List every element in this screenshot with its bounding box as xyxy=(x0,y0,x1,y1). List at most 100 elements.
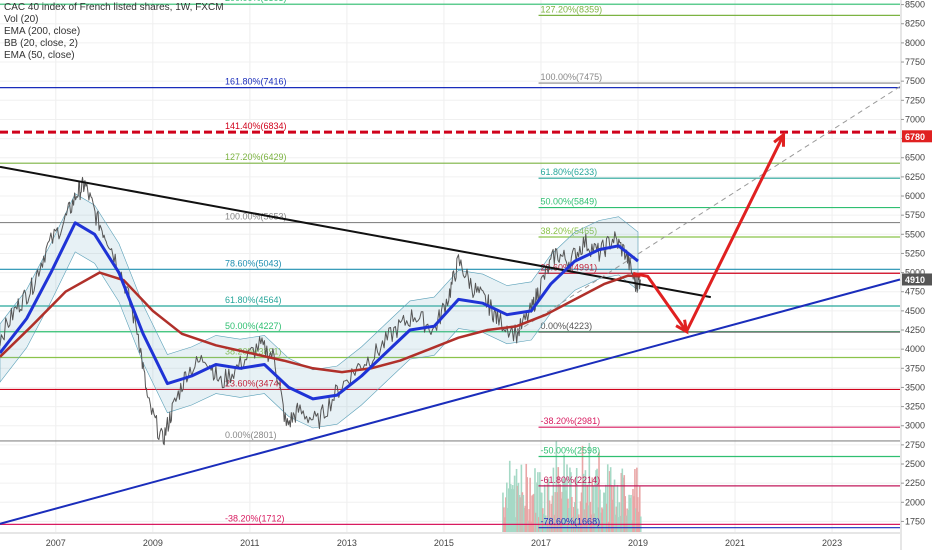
volume-bar xyxy=(605,484,607,532)
volume-bar xyxy=(632,489,634,532)
volume-bar xyxy=(553,514,556,532)
trendline-ascending xyxy=(0,278,901,525)
volume-bar xyxy=(515,468,518,532)
volume-bar xyxy=(521,492,524,532)
volume-bar xyxy=(604,492,606,532)
volume-bar xyxy=(618,502,621,532)
volume-bar xyxy=(583,509,586,532)
fib-level-label: -78.60%(1668) xyxy=(541,517,601,527)
volume-bar xyxy=(567,498,569,532)
volume-bar xyxy=(571,496,573,532)
volume-bar xyxy=(531,495,533,532)
fib-level-label: 0.00%(4223) xyxy=(541,321,593,331)
volume-bar xyxy=(637,497,639,532)
y-tick-label: 7750 xyxy=(905,57,925,67)
volume-bar xyxy=(615,506,618,532)
projection-arrowhead xyxy=(773,131,786,147)
legend-title: CAC 40 index of French listed shares, 1W… xyxy=(4,2,224,13)
y-tick-label: 3000 xyxy=(905,421,925,431)
volume-bar xyxy=(550,503,553,532)
fib-level-label: 38.20%(5465) xyxy=(541,226,598,236)
fib-level-label: 161.80%(7416) xyxy=(225,77,287,87)
volume-bar xyxy=(579,501,582,532)
volume-bar xyxy=(564,481,566,532)
volume-bar xyxy=(566,464,568,532)
volume-bar xyxy=(634,469,636,532)
fib-level-label: -38.20%(1712) xyxy=(225,513,285,523)
volume-bar xyxy=(517,482,520,532)
volume-bar xyxy=(556,492,559,532)
volume-bar xyxy=(520,464,523,532)
x-tick-label: 2009 xyxy=(143,538,163,548)
price-badge-label: 6780 xyxy=(905,132,925,142)
volume-bar xyxy=(576,508,579,532)
y-tick-label: 8250 xyxy=(905,19,925,29)
volume-bar xyxy=(629,498,631,532)
volume-bar xyxy=(516,485,519,532)
volume-bar xyxy=(519,497,522,532)
volume-bar xyxy=(588,442,591,532)
volume-bar xyxy=(602,509,604,532)
x-tick-label: 2021 xyxy=(725,538,745,548)
volume-bar xyxy=(627,509,629,532)
legend-vol: Vol (20) xyxy=(4,14,39,25)
volume-bar xyxy=(559,484,562,532)
volume-bar xyxy=(508,460,511,532)
volume-bar xyxy=(540,492,543,532)
y-tick-label: 6500 xyxy=(905,153,925,163)
volume-bar xyxy=(523,507,526,532)
fib-level-label: 61.80%(6233) xyxy=(541,167,598,177)
y-tick-label: 5750 xyxy=(905,210,925,220)
volume-bar xyxy=(535,512,537,532)
y-tick-label: 4750 xyxy=(905,287,925,297)
volume-bar xyxy=(562,478,564,532)
fib-level-label: 23.60%(3474) xyxy=(225,378,282,388)
y-tick-label: 4250 xyxy=(905,325,925,335)
y-tick-label: 3750 xyxy=(905,363,925,373)
volume-bar xyxy=(601,507,603,532)
fib-level-label: -61.80%(2214) xyxy=(541,475,601,485)
volume-bar xyxy=(623,475,626,532)
fib-level-label: 0.00%(2801) xyxy=(225,430,277,440)
volume-bar xyxy=(548,500,551,532)
y-tick-label: 3500 xyxy=(905,382,925,392)
volume-bar xyxy=(606,464,609,532)
volume-bar xyxy=(593,513,595,532)
fib-level-label: -50.00%(2598) xyxy=(541,446,601,456)
volume-bar xyxy=(507,507,509,532)
volume-bar xyxy=(503,507,505,532)
volume-bar xyxy=(581,445,584,532)
volume-bar xyxy=(540,492,542,532)
volume-bar xyxy=(613,479,616,532)
volume-bar xyxy=(546,477,549,532)
volume-bar xyxy=(547,478,550,532)
volume-bar xyxy=(609,467,612,532)
volume-bar xyxy=(622,477,625,532)
fib-level-label: 127.20%(6429) xyxy=(225,152,287,162)
ema200-line xyxy=(0,271,641,374)
x-tick-label: 2015 xyxy=(434,538,454,548)
trendline-descending xyxy=(0,165,711,299)
volume-bar xyxy=(630,494,632,532)
price-line xyxy=(0,176,641,446)
volume-bar xyxy=(554,492,557,532)
volume-bar xyxy=(574,477,577,532)
volume-bar xyxy=(552,467,555,532)
x-tick-label: 2017 xyxy=(531,538,551,548)
volume-bar xyxy=(597,507,599,532)
volume-bar xyxy=(555,441,558,532)
volume-bar xyxy=(528,509,530,532)
volume-bar xyxy=(513,475,516,532)
volume-bar xyxy=(561,491,563,532)
volume-bar xyxy=(537,472,539,532)
volume-bar xyxy=(638,486,641,532)
x-tick-label: 2013 xyxy=(337,538,357,548)
volume-bar xyxy=(527,520,529,532)
fib-level-label: 50.00%(5849) xyxy=(541,197,598,207)
volume-bar xyxy=(591,477,594,532)
volume-bar xyxy=(572,506,575,532)
volume-bar xyxy=(628,494,630,532)
volume-bar xyxy=(525,463,528,532)
